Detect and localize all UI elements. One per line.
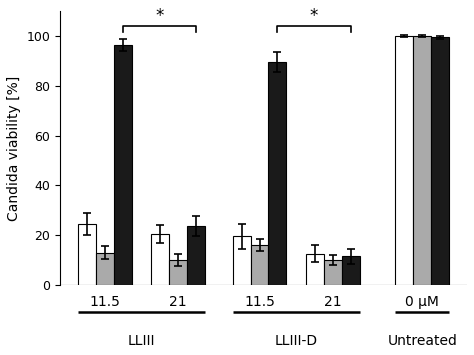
Bar xyxy=(395,36,413,285)
Bar xyxy=(268,62,286,285)
Bar xyxy=(96,252,114,285)
Text: LLIII: LLIII xyxy=(128,334,155,348)
Bar xyxy=(342,256,360,285)
Bar xyxy=(251,245,268,285)
Bar xyxy=(324,260,342,285)
Text: LLIII-D: LLIII-D xyxy=(274,334,318,348)
Bar xyxy=(151,234,169,285)
Bar xyxy=(431,37,449,285)
Text: *: * xyxy=(155,7,164,25)
Bar xyxy=(306,254,324,285)
Text: *: * xyxy=(310,7,318,25)
Bar xyxy=(233,236,251,285)
Bar xyxy=(169,260,187,285)
Bar xyxy=(187,226,205,285)
Bar xyxy=(78,224,96,285)
Bar xyxy=(114,45,132,285)
Y-axis label: Candida viability [%]: Candida viability [%] xyxy=(7,76,21,221)
Bar xyxy=(413,36,431,285)
Text: Untreated: Untreated xyxy=(387,334,457,348)
